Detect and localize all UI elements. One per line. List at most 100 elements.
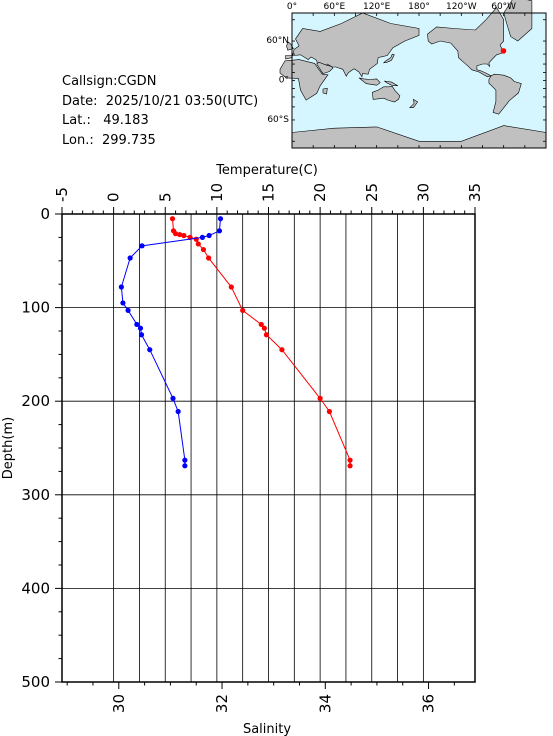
callsign-row: Callsign:CGDN: [62, 72, 258, 92]
temperature-tick-label: 15: [260, 183, 278, 202]
station-info: Callsign:CGDN Date: 2025/10/21 03:50(UTC…: [62, 72, 258, 150]
depth-tick-label: 300: [21, 486, 50, 504]
temperature-data-point: [200, 246, 207, 253]
salinity-tick-label: 30: [110, 694, 128, 713]
salinity-data-point: [147, 347, 153, 353]
temperature-data-point: [177, 231, 183, 238]
temperature-data-point: [195, 241, 201, 247]
map-land: [279, 0, 547, 149]
land-arabia: [316, 61, 334, 74]
salinity-data-point: [134, 321, 140, 328]
salinity-data-point: [138, 332, 145, 338]
temperature-data-point: [181, 232, 187, 239]
map-lat-label: 60°N: [266, 36, 289, 46]
temperature-tick-label: 35: [466, 183, 484, 202]
date-label: Date:: [62, 93, 98, 109]
temperature-data-point: [169, 216, 176, 222]
temperature-data-point: [172, 231, 179, 237]
salinity-axis-label: Salinity: [243, 722, 291, 736]
salinity-data-point: [118, 284, 124, 290]
lon-label: Lon.:: [62, 132, 94, 148]
salinity-tick-label: 36: [420, 694, 438, 713]
depth-tick-label: 500: [21, 673, 50, 691]
temperature-tick-labels: -5 0 5 10 15 20 25 30 35: [53, 183, 484, 202]
lat-label: Lat.:: [62, 113, 91, 128]
temperature-data-point: [347, 457, 353, 463]
land-south-america: [488, 73, 522, 115]
chart-series: [118, 216, 353, 469]
lon-value: 299.735: [102, 132, 156, 148]
temperature-data-point: [240, 307, 246, 314]
temperature-tick-label: 30: [414, 183, 432, 202]
lon-row: Lon.: 299.735: [62, 131, 258, 151]
map-lon-label: 120°E: [363, 2, 391, 12]
land-new-zealand: [409, 98, 419, 108]
temperature-data-point: [261, 325, 267, 331]
salinity-data-point: [217, 216, 224, 222]
map-tick-labels: 0° 60°E 120°E 180° 120°W 60°W 60°N 0° 60°S: [266, 2, 516, 125]
callsign-value: CGDN: [117, 74, 157, 89]
salinity-tick-label: 34: [316, 694, 334, 713]
salinity-data-point: [175, 408, 181, 415]
depth-tick-label: 100: [21, 299, 50, 317]
temperature-tick-label: -5: [53, 187, 71, 202]
depth-tick-label: 400: [21, 579, 50, 597]
salinity-data-point: [139, 243, 145, 249]
salinity-data-point: [127, 255, 133, 261]
lat-row: Lat.: 49.183: [62, 111, 258, 131]
station-marker-dot: [500, 48, 507, 54]
salinity-data-point: [182, 463, 188, 469]
temperature-data-point: [193, 236, 199, 242]
salinity-data-point: [206, 232, 212, 239]
map-lat-label: 0°: [279, 76, 289, 86]
temperature-data-point: [228, 284, 234, 290]
temperature-tick-label: 20: [311, 183, 329, 202]
depth-axis-label: Depth(m): [1, 417, 16, 479]
temperature-tick-label: 0: [105, 192, 123, 202]
temperature-data-point: [326, 408, 333, 415]
salinity-data-point: [125, 307, 131, 314]
chart-frame: [55, 207, 476, 689]
temperature-data-point: [206, 255, 212, 261]
temperature-tick-label: 5: [156, 192, 174, 202]
temperature-data-point: [347, 463, 353, 469]
temperature-data-point: [279, 347, 285, 353]
land-indonesia: [358, 77, 381, 86]
map-frame: [291, 12, 547, 149]
salinity-data-point: [199, 234, 206, 240]
lat-value: 49.183: [103, 113, 149, 128]
land-australia: [372, 85, 401, 103]
salinity-tick-label: 32: [213, 694, 231, 713]
depth-tick-label: 0: [40, 205, 50, 223]
temperature-data-point: [317, 395, 323, 401]
land-japan: [382, 53, 395, 64]
salinity-tick-labels: 30 32 34 36: [110, 694, 438, 713]
map-lon-label: 60°W: [491, 2, 516, 12]
chart-grid: [62, 214, 475, 682]
temperature-data-point: [258, 321, 264, 328]
salinity-data-point: [137, 325, 144, 331]
date-row: Date: 2025/10/21 03:50(UTC): [62, 92, 258, 112]
land-greenland: [503, 0, 533, 42]
map-lon-label: 0°: [287, 2, 297, 12]
salinity-data-point: [216, 228, 223, 234]
depth-tick-labels: 0 100 200 300 400 500: [21, 205, 50, 691]
temperature-axis-label: Temperature(C): [215, 163, 318, 178]
depth-tick-label: 200: [21, 392, 50, 410]
callsign-label: Callsign:: [62, 74, 118, 89]
salinity-data-point: [170, 395, 176, 401]
salinity-data-point: [120, 300, 126, 306]
date-value: 2025/10/21 03:50(UTC): [105, 93, 259, 109]
map-lon-label: 60°E: [324, 2, 346, 12]
temperature-profile-line: [171, 218, 351, 466]
temperature-data-point: [263, 332, 270, 338]
land-new-guinea: [384, 80, 398, 87]
temperature-tick-label: 10: [208, 183, 226, 202]
map-lon-label: 120°W: [446, 2, 477, 12]
station-marker: [500, 48, 507, 54]
land-madagascar: [322, 88, 328, 95]
map-lon-label: 180°: [408, 2, 430, 12]
temperature-tick-label: 25: [363, 183, 381, 202]
